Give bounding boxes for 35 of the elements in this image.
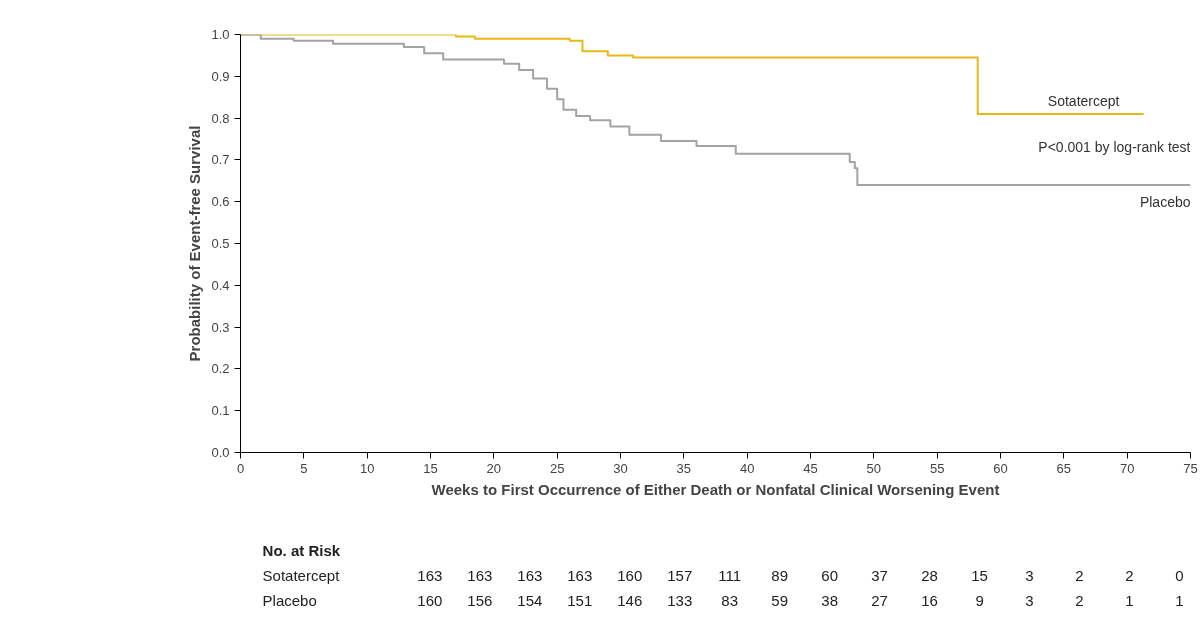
x-axis-title: Weeks to First Occurrence of Either Death or Nonfatal Clinical Worsening Event [431, 480, 1000, 498]
y-tick-label: 0.0 [211, 445, 230, 460]
x-tick-label: 65 [1056, 460, 1072, 476]
series-label: Sotatercept [1047, 93, 1120, 110]
y-tick-label: 1.0 [211, 27, 230, 42]
x-tick-label: 30 [613, 460, 628, 476]
x-tick-label: 70 [1119, 460, 1135, 476]
x-tick-label: 5 [300, 460, 308, 476]
x-tick-label: 0 [236, 460, 245, 476]
text: Sotatercept 163 163 163 163 160 157 111 89 60 37 28 15 3 2 2 0 [262, 566, 1184, 584]
y-tick-label: 0.1 [211, 403, 230, 419]
y-tick-label: 0.9 [211, 68, 230, 84]
series-label: Placebo [1139, 193, 1191, 210]
x-tick-label: 35 [676, 460, 692, 476]
x-tick-label: 75 [1183, 460, 1198, 476]
text: Placebo 160 156 154 151 146 133 83 59 38 27 16 9 3 2 1 1 [262, 591, 1184, 609]
y-tick-label: 0.6 [211, 194, 230, 210]
x-tick-label: 50 [866, 460, 882, 476]
y-tick-label: 0.7 [211, 152, 230, 168]
x-tick-label: 15 [423, 460, 438, 476]
text: No. at Risk [262, 542, 341, 559]
annotation: P<0.001 by log-rank test [1038, 139, 1191, 156]
y-tick-label: 0.8 [211, 110, 230, 126]
y-tick-label: 0.4 [211, 277, 230, 293]
x-tick-label: 60 [993, 460, 1008, 476]
x-tick-label: 10 [359, 460, 375, 476]
x-tick-label: 20 [486, 460, 502, 476]
x-tick-label: 25 [549, 460, 565, 476]
x-tick-label: 40 [739, 460, 755, 476]
y-tick-label: 0.5 [211, 236, 230, 251]
y-tick-label: 0.2 [211, 361, 230, 377]
y-tick-label: 0.3 [211, 319, 230, 335]
x-tick-label: 45 [803, 460, 818, 476]
x-tick-label: 55 [929, 460, 945, 476]
y-axis-title: Probability of Event-free Survival [186, 125, 204, 362]
